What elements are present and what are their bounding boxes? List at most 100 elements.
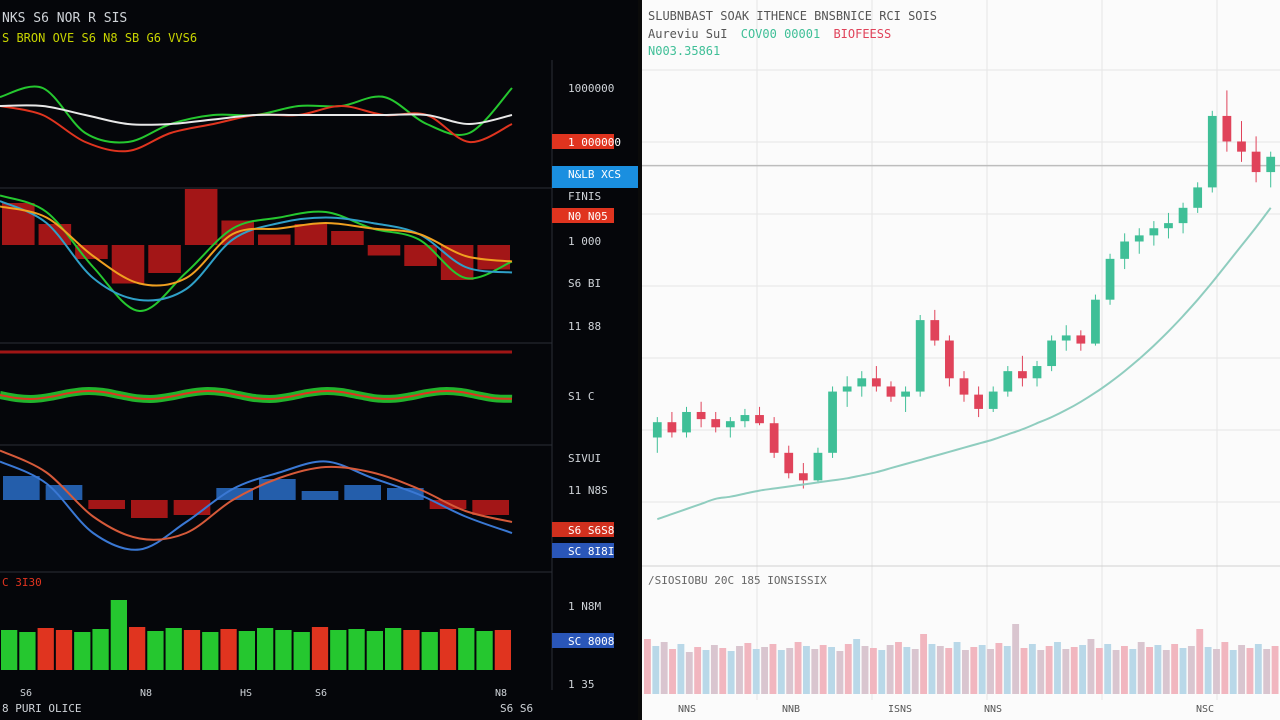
left-volume-bar bbox=[110, 600, 127, 670]
left-x-tick: HS bbox=[240, 688, 252, 699]
macd2-bar bbox=[301, 491, 339, 500]
band-red bbox=[0, 390, 513, 400]
candle-body bbox=[1091, 299, 1100, 344]
right-volume-bar bbox=[769, 644, 777, 694]
macd1-bar bbox=[258, 234, 291, 245]
candle-body bbox=[1251, 151, 1261, 173]
right-volume-bar bbox=[1037, 650, 1045, 694]
right-header-line2-b: COV00 00001 bbox=[741, 27, 820, 41]
price-axis-label: 11 88 bbox=[568, 320, 601, 333]
left-volume-bar bbox=[129, 627, 146, 670]
right-volume-bar bbox=[1087, 639, 1095, 694]
macd1-bar bbox=[184, 189, 218, 245]
left-text-overlay: NKS S6 NOR R SIS S BRON OVE S6 N8 SB G6 … bbox=[2, 11, 638, 715]
candle-body bbox=[1178, 207, 1188, 224]
left-volume-bar bbox=[19, 632, 36, 670]
right-volume-bar bbox=[1045, 646, 1053, 694]
left-x-tick: N8 bbox=[140, 688, 152, 699]
right-x-tick: NSC bbox=[1196, 704, 1214, 715]
right-header-line3: N003.35861 bbox=[648, 44, 720, 58]
right-volume-bar bbox=[1137, 642, 1145, 694]
price-tag-orange bbox=[552, 134, 614, 149]
right-volume-bar bbox=[1062, 649, 1070, 694]
candle-body bbox=[798, 473, 808, 481]
left-volume-bar bbox=[311, 627, 329, 670]
price-axis-label: 1 N8M bbox=[568, 600, 601, 613]
right-header-line2: Aureviu SuI COV00 00001 BIOFEESS bbox=[648, 27, 891, 41]
right-volume-bar bbox=[1054, 642, 1061, 694]
macd2-bar bbox=[429, 500, 467, 509]
right-volume-bar bbox=[652, 646, 660, 694]
candle-body bbox=[930, 320, 940, 341]
right-volume-bar bbox=[1187, 646, 1195, 694]
right-volume-bar bbox=[1012, 624, 1020, 694]
right-volume-bar bbox=[1229, 650, 1237, 694]
macd1-bar bbox=[404, 245, 437, 266]
price-tag-blue bbox=[552, 543, 614, 558]
right-x-tick: NNB bbox=[782, 704, 800, 715]
right-volume-bar bbox=[1146, 647, 1153, 694]
right-volume-bar bbox=[962, 650, 969, 694]
right-volume-bar bbox=[761, 647, 769, 694]
macd2-bar bbox=[216, 488, 253, 500]
left-volume-label: C 3I30 bbox=[2, 576, 42, 589]
indicator-chart-area bbox=[0, 60, 553, 690]
candle-body bbox=[959, 378, 969, 395]
candle-body bbox=[813, 452, 823, 481]
left-volume-bar bbox=[92, 629, 109, 670]
right-volume-bar bbox=[844, 644, 852, 694]
price-axis-label: 1 000 bbox=[568, 235, 601, 248]
left-title: NKS S6 NOR R SIS bbox=[2, 11, 127, 26]
price-axis-label: S1 C bbox=[568, 390, 595, 403]
osc-line-2 bbox=[0, 104, 513, 126]
price-axis-label: N0 N05 bbox=[568, 210, 608, 223]
right-volume-bar bbox=[1095, 648, 1103, 694]
right-volume-label: /SIOSIOBU 20C 185 IONSISSIX bbox=[648, 574, 827, 587]
right-volume-bar bbox=[727, 651, 735, 694]
right-volume-bar bbox=[1129, 649, 1137, 694]
left-x-tick: N8 bbox=[495, 688, 507, 699]
right-volume-bar bbox=[1238, 645, 1246, 694]
left-volume-bar bbox=[74, 632, 91, 670]
macd1-bar bbox=[111, 245, 145, 284]
right-volume-bar bbox=[811, 649, 819, 694]
left-x-tick: S6 bbox=[20, 688, 32, 699]
left-x-tick: S6 bbox=[315, 688, 327, 699]
right-volume-bar bbox=[895, 642, 902, 694]
price-axis-label: SC 8I8I bbox=[568, 545, 614, 558]
right-volume-bar bbox=[1254, 644, 1262, 694]
right-volume-bar bbox=[869, 648, 877, 694]
right-volume-bar bbox=[1221, 642, 1229, 694]
macd1-line-2 bbox=[0, 205, 513, 287]
right-volume-bar bbox=[644, 639, 651, 694]
right-volume-bar bbox=[970, 647, 978, 694]
candle-body bbox=[988, 391, 998, 409]
price-axis-label: SIVUI bbox=[568, 452, 601, 465]
right-header-line2-a: Aureviu SuI bbox=[648, 27, 727, 41]
right-volume-bar bbox=[911, 649, 919, 694]
right-volume-bar bbox=[677, 644, 685, 694]
light-price-panel: SLUBNBAST SOAK ITHENCE BNSBNICE RCI SOIS… bbox=[642, 0, 1280, 720]
candle-body bbox=[740, 415, 750, 422]
candle-body bbox=[696, 411, 706, 420]
right-volume-bar bbox=[669, 649, 676, 694]
right-volume-bar bbox=[1162, 650, 1170, 694]
macd2-bar bbox=[3, 476, 40, 500]
right-volume-bar bbox=[978, 645, 986, 694]
right-volume-bar bbox=[786, 648, 794, 694]
right-volume-bar bbox=[861, 646, 869, 694]
right-volume-bar bbox=[1204, 647, 1212, 694]
left-volume-bar bbox=[147, 631, 164, 670]
price-tag-blue bbox=[552, 633, 614, 648]
right-volume-bar bbox=[710, 645, 718, 694]
candle-body bbox=[667, 422, 677, 433]
macd2-bar bbox=[131, 500, 168, 518]
right-volume-bar bbox=[1070, 647, 1078, 694]
left-volume-bar bbox=[494, 630, 511, 670]
candle-body bbox=[1134, 235, 1144, 242]
right-volume-bar bbox=[945, 648, 953, 694]
price-axis-label: 11 N8S bbox=[568, 484, 608, 497]
candle-body bbox=[828, 391, 837, 453]
candle-body bbox=[711, 419, 721, 428]
candle-body bbox=[682, 411, 691, 433]
